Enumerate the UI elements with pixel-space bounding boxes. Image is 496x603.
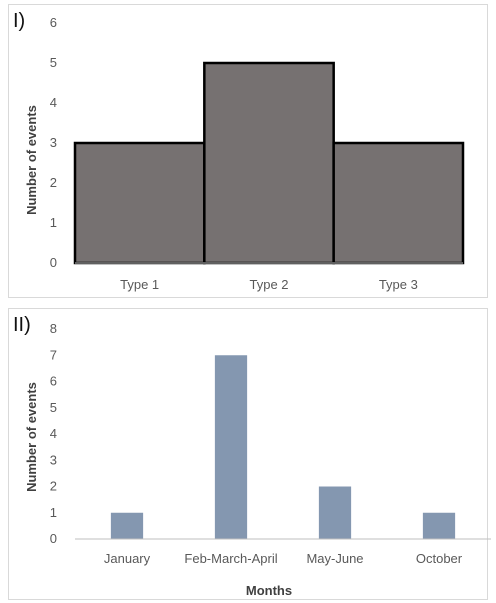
chart-2-y-tick-label: 4: [50, 426, 57, 441]
chart-2-bar-2: [318, 486, 352, 539]
chart-2-x-axis-title: Months: [246, 583, 292, 598]
chart-1-x-tick-label: Type 3: [379, 277, 418, 292]
chart-2-y-tick-label: 6: [50, 374, 57, 389]
chart-1-svg: I) Number of events 0 1 2 3 4 5 6 Type 1 Type 2…: [13, 10, 465, 292]
chart-2-svg: II) Number of events 0 1 2 3 4 5 6 7 8 January Fe…: [13, 314, 491, 598]
chart-2-y-tick-label: 3: [50, 452, 57, 467]
chart-1-y-tick-label: 0: [50, 255, 57, 270]
chart-2-panel-label: II): [13, 314, 31, 336]
chart-1-x-tick-label: Type 1: [120, 277, 159, 292]
chart-2-y-tick-label: 7: [50, 347, 57, 362]
chart-1-y-tick-label: 1: [50, 215, 57, 230]
chart-2-y-tick-label: 5: [50, 400, 57, 415]
chart-2-bar-1: [214, 355, 248, 539]
chart-2-y-axis-title: Number of events: [24, 382, 39, 492]
chart-2-y-tick-label: 2: [50, 479, 57, 494]
chart-2-x-tick-label: Feb-March-April: [184, 551, 277, 566]
chart-2-x-tick-label: January: [104, 551, 151, 566]
chart-1-bar-0: [73, 141, 206, 265]
chart-1-y-tick-label: 2: [50, 175, 57, 190]
chart-2-bar-3: [422, 512, 456, 539]
chart-1-bar-2: [332, 141, 465, 265]
chart-1-x-tick-label: Type 2: [249, 277, 288, 292]
chart-1-y-axis-title: Number of events: [24, 105, 39, 215]
chart-1-panel-label: I): [13, 10, 25, 32]
chart-1-y-tick-label: 4: [50, 95, 57, 110]
chart-panel-1: I) Number of events 0 1 2 3 4 5 6 Type 1 Type 2…: [8, 4, 488, 298]
chart-2-bar-0: [110, 512, 144, 539]
chart-1-y-tick-label: 6: [50, 15, 57, 30]
chart-2-x-tick-label: October: [416, 551, 463, 566]
chart-2-y-tick-label: 8: [50, 321, 57, 336]
chart-1-bar-1: [203, 61, 335, 265]
chart-1-y-tick-label: 3: [50, 135, 57, 150]
chart-2-y-tick-label: 0: [50, 531, 57, 546]
chart-1-y-tick-label: 5: [50, 55, 57, 70]
chart-panel-2: II) Number of events 0 1 2 3 4 5 6 7 8 January Fe…: [8, 308, 491, 600]
chart-2-x-tick-label: May-June: [306, 551, 363, 566]
chart-2-y-tick-label: 1: [50, 505, 57, 520]
